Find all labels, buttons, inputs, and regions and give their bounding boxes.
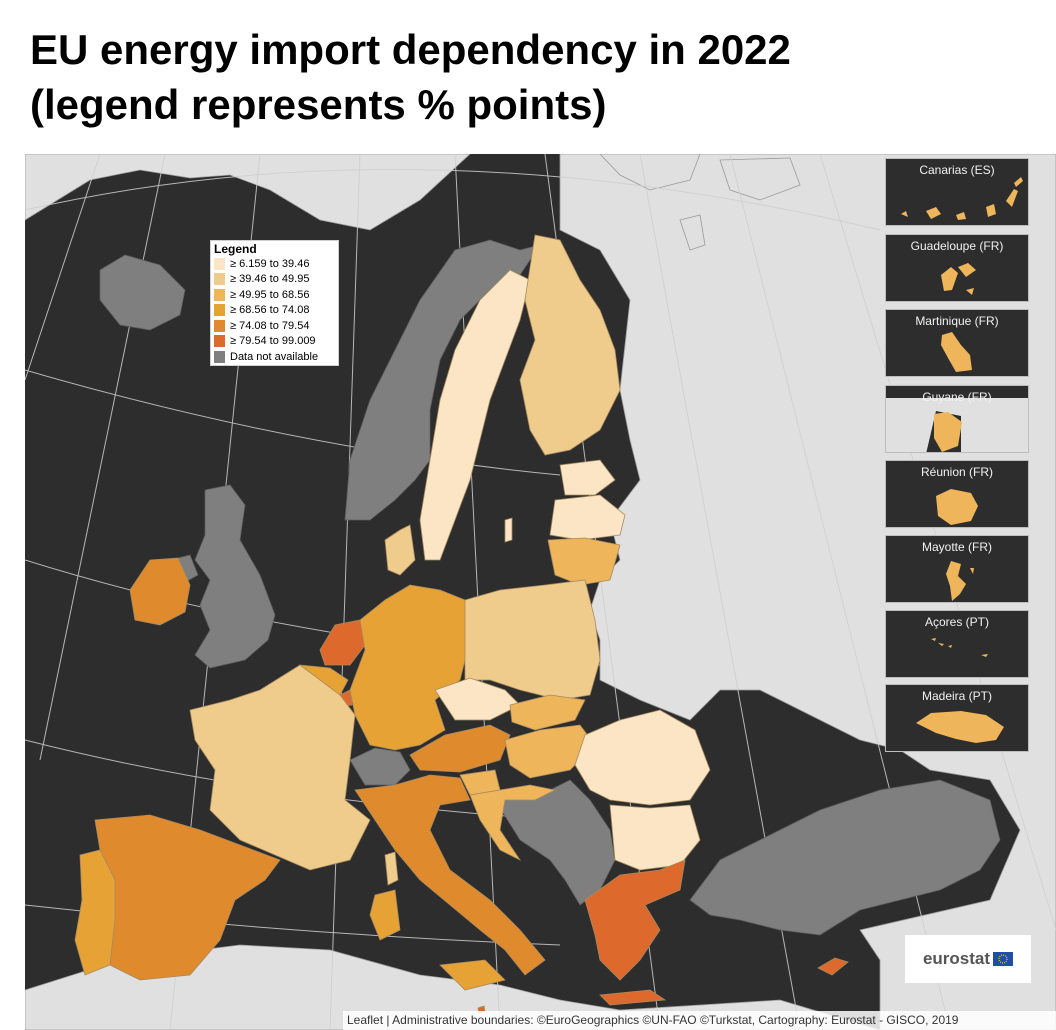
legend-label: ≥ 49.95 to 68.56 — [230, 288, 310, 301]
inset-map — [946, 561, 974, 601]
inset-madeira[interactable]: Madeira (PT) — [885, 684, 1029, 752]
inset-island — [936, 489, 978, 525]
inset-acores[interactable]: Açores (PT) — [885, 610, 1029, 678]
inset-label: Réunion (FR) — [920, 465, 994, 479]
legend-label: ≥ 6.159 to 39.46 — [230, 257, 310, 270]
title-line-1: EU energy import dependency in 2022 — [30, 26, 791, 73]
legend-title: Legend — [214, 242, 257, 256]
inset-map — [886, 398, 1028, 452]
title-line-2: (legend represents % points) — [30, 81, 607, 128]
region-uk — [194, 484, 276, 669]
eu-flag-icon — [993, 952, 1014, 966]
region-denmark — [384, 524, 416, 576]
arctic-islands — [599, 154, 801, 251]
non-eu-land-north-cap — [25, 154, 471, 231]
inset-guyane[interactable]: Guyane (FR) — [885, 385, 1029, 453]
inset-island — [916, 711, 1004, 743]
region-gotland — [504, 517, 513, 543]
legend-swatch — [214, 273, 225, 286]
legend-item: ≥ 68.56 to 74.08 — [214, 303, 335, 319]
legend-label: ≥ 68.56 to 74.08 — [230, 304, 310, 317]
north-africa — [25, 944, 881, 1030]
legend-swatch — [214, 304, 225, 317]
legend-label: ≥ 79.54 to 99.009 — [230, 335, 316, 348]
region-lithuania — [547, 537, 621, 586]
inset-label: Guadeloupe (FR) — [910, 239, 1004, 253]
inset-martinique[interactable]: Martinique (FR) — [885, 309, 1029, 377]
inset-label: Mayotte (FR) — [921, 540, 992, 554]
legend-item: Data not available — [214, 349, 335, 365]
inset-territory — [934, 412, 962, 452]
region-germany — [349, 584, 471, 751]
inset-guadeloupe[interactable]: Guadeloupe (FR) — [885, 234, 1029, 302]
region-sweden — [419, 269, 531, 561]
inset-neighbour-land — [886, 398, 1028, 452]
eurostat-logo: eurostat — [905, 935, 1031, 983]
region-sardinia — [369, 889, 401, 941]
region-sicily — [439, 959, 506, 991]
legend-label: ≥ 39.46 to 49.95 — [230, 273, 310, 286]
legend-label: ≥ 74.08 to 79.54 — [230, 319, 310, 332]
region-cyprus — [817, 957, 849, 976]
map-canvas[interactable] — [25, 154, 1056, 1030]
region-ireland — [129, 557, 191, 626]
region-corsica — [384, 851, 399, 886]
legend-item: ≥ 74.08 to 79.54 — [214, 318, 335, 334]
legend-item: ≥ 79.54 to 99.009 — [214, 334, 335, 350]
region-france — [189, 664, 371, 871]
legend-item: ≥ 39.46 to 49.95 — [214, 272, 335, 288]
map-viewport[interactable] — [25, 154, 1056, 1030]
map-title: EU energy import dependency in 2022 (leg… — [30, 22, 1030, 132]
region-portugal — [74, 849, 116, 976]
region-estonia — [559, 459, 616, 496]
inset-map — [936, 489, 978, 525]
inset-label: Martinique (FR) — [915, 314, 999, 328]
inset-map — [941, 332, 972, 372]
inset-label: Guyane (FR) — [922, 390, 992, 404]
inset-mayotte[interactable]: Mayotte (FR) — [885, 535, 1029, 603]
inset-island — [941, 332, 972, 372]
region-croatia — [469, 784, 557, 862]
legend-swatch — [214, 319, 225, 332]
inset-label: Canarias (ES) — [919, 163, 995, 177]
inset-map — [901, 177, 1023, 220]
inset-map — [941, 263, 976, 295]
logo-text: eurostat — [922, 949, 991, 968]
region-crete — [599, 989, 667, 1006]
region-western-balkans — [494, 779, 616, 906]
inset-island — [901, 177, 1023, 220]
legend-item: ≥ 49.95 to 68.56 — [214, 287, 335, 303]
legend: Legend ≥ 6.159 to 39.46 ≥ 39.46 to 49.95… — [210, 240, 339, 366]
region-greece — [584, 859, 686, 981]
region-bulgaria — [609, 804, 701, 871]
inset-island — [946, 561, 974, 601]
region-switzerland — [349, 747, 411, 786]
region-romania — [574, 709, 711, 806]
map-attribution[interactable]: Leaflet | Administrative boundaries: ©Eu… — [343, 1011, 1056, 1030]
inset-label: Madeira (PT) — [921, 689, 992, 703]
inset-label: Açores (PT) — [924, 615, 989, 629]
region-latvia — [549, 494, 626, 541]
legend-swatch — [214, 257, 225, 270]
inset-canarias[interactable]: Canarias (ES) — [885, 158, 1029, 226]
region-italy — [354, 774, 546, 976]
legend-swatch — [214, 335, 225, 348]
legend-swatch — [214, 288, 225, 301]
region-iceland — [99, 254, 186, 331]
inset-reunion[interactable]: Réunion (FR) — [885, 460, 1029, 528]
legend-item: ≥ 6.159 to 39.46 — [214, 256, 335, 272]
region-finland — [519, 234, 621, 456]
legend-swatch — [214, 350, 225, 363]
region-poland — [464, 579, 601, 701]
legend-label: Data not available — [230, 350, 319, 363]
inset-island — [941, 263, 976, 295]
region-slovakia — [509, 694, 586, 731]
inset-map — [916, 711, 1004, 743]
region-austria — [409, 724, 511, 773]
inset-map — [931, 638, 988, 657]
region-turkey — [689, 779, 1001, 936]
inset-island — [931, 638, 988, 657]
